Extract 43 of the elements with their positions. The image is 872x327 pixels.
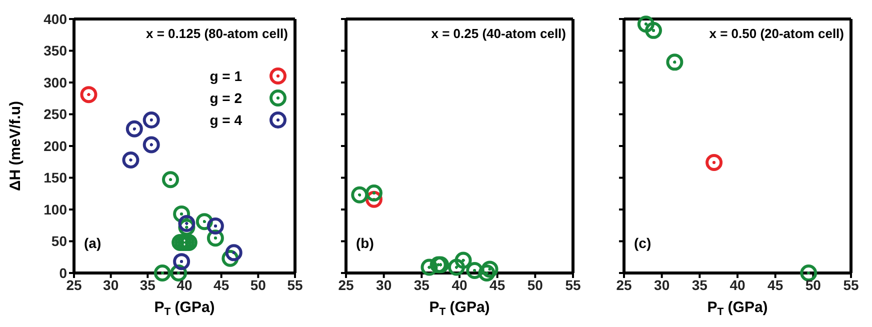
x-tick-label: 45 <box>214 276 230 293</box>
text: x = 0.25 (40-atom cell) <box>431 26 566 41</box>
annotation: (c) <box>634 235 652 251</box>
y-tick-label: 350 <box>44 42 68 59</box>
x-axis-title: P$_{T}$ (GPa) <box>429 299 490 318</box>
x-tick-label: 25 <box>616 276 632 293</box>
y-tick-label: 250 <box>44 106 68 122</box>
x-tick-label: 55 <box>565 276 581 293</box>
y-tick-label: 300 <box>44 74 68 90</box>
x-tick-label: 25 <box>66 276 82 293</box>
legend-label: g = 2 <box>210 90 242 106</box>
x-tick-label: 50 <box>250 276 266 293</box>
y-tick-label: 200 <box>44 138 68 154</box>
text: x = 0.125 (80-atom cell) <box>146 26 288 41</box>
y-tick-label: 0 <box>59 264 68 281</box>
x-tick-label: 35 <box>140 276 156 293</box>
x-tick-label: 40 <box>176 276 192 293</box>
legend-label: g = 4 <box>210 112 242 128</box>
x-tick-label: 30 <box>654 276 670 293</box>
y-tick-label: 50 <box>51 233 68 250</box>
x-tick-label: 25 <box>338 276 354 293</box>
x-tick-label: 55 <box>287 276 303 293</box>
annotation: (a) <box>84 235 102 251</box>
y-tick-label: 400 <box>44 10 68 27</box>
x-tick-label: 30 <box>376 276 392 293</box>
annotation: (b) <box>356 235 374 251</box>
y-axis-title: ΔH (meV/f.u) <box>7 101 24 191</box>
x-tick-label: 40 <box>730 276 746 293</box>
x-tick-label: 30 <box>103 276 119 293</box>
y-tick-label: 150 <box>44 170 68 186</box>
x-axis-title: P$_{T}$ (GPa) <box>154 299 215 318</box>
x-tick-label: 50 <box>527 276 544 293</box>
x-axis-title: P$_{T}$ (GPa) <box>707 299 768 318</box>
x-tick-label: 40 <box>452 276 468 293</box>
legend-label: g = 1 <box>210 68 242 84</box>
x-tick-label: 45 <box>768 276 784 293</box>
x-tick-label: 50 <box>805 276 822 293</box>
x-tick-label: 35 <box>692 276 708 293</box>
text: x = 0.50 (20-atom cell) <box>709 26 844 41</box>
y-tick-label: 100 <box>44 201 68 218</box>
x-tick-label: 45 <box>490 276 506 293</box>
x-tick-label: 35 <box>414 276 430 293</box>
x-tick-label: 55 <box>843 276 859 293</box>
